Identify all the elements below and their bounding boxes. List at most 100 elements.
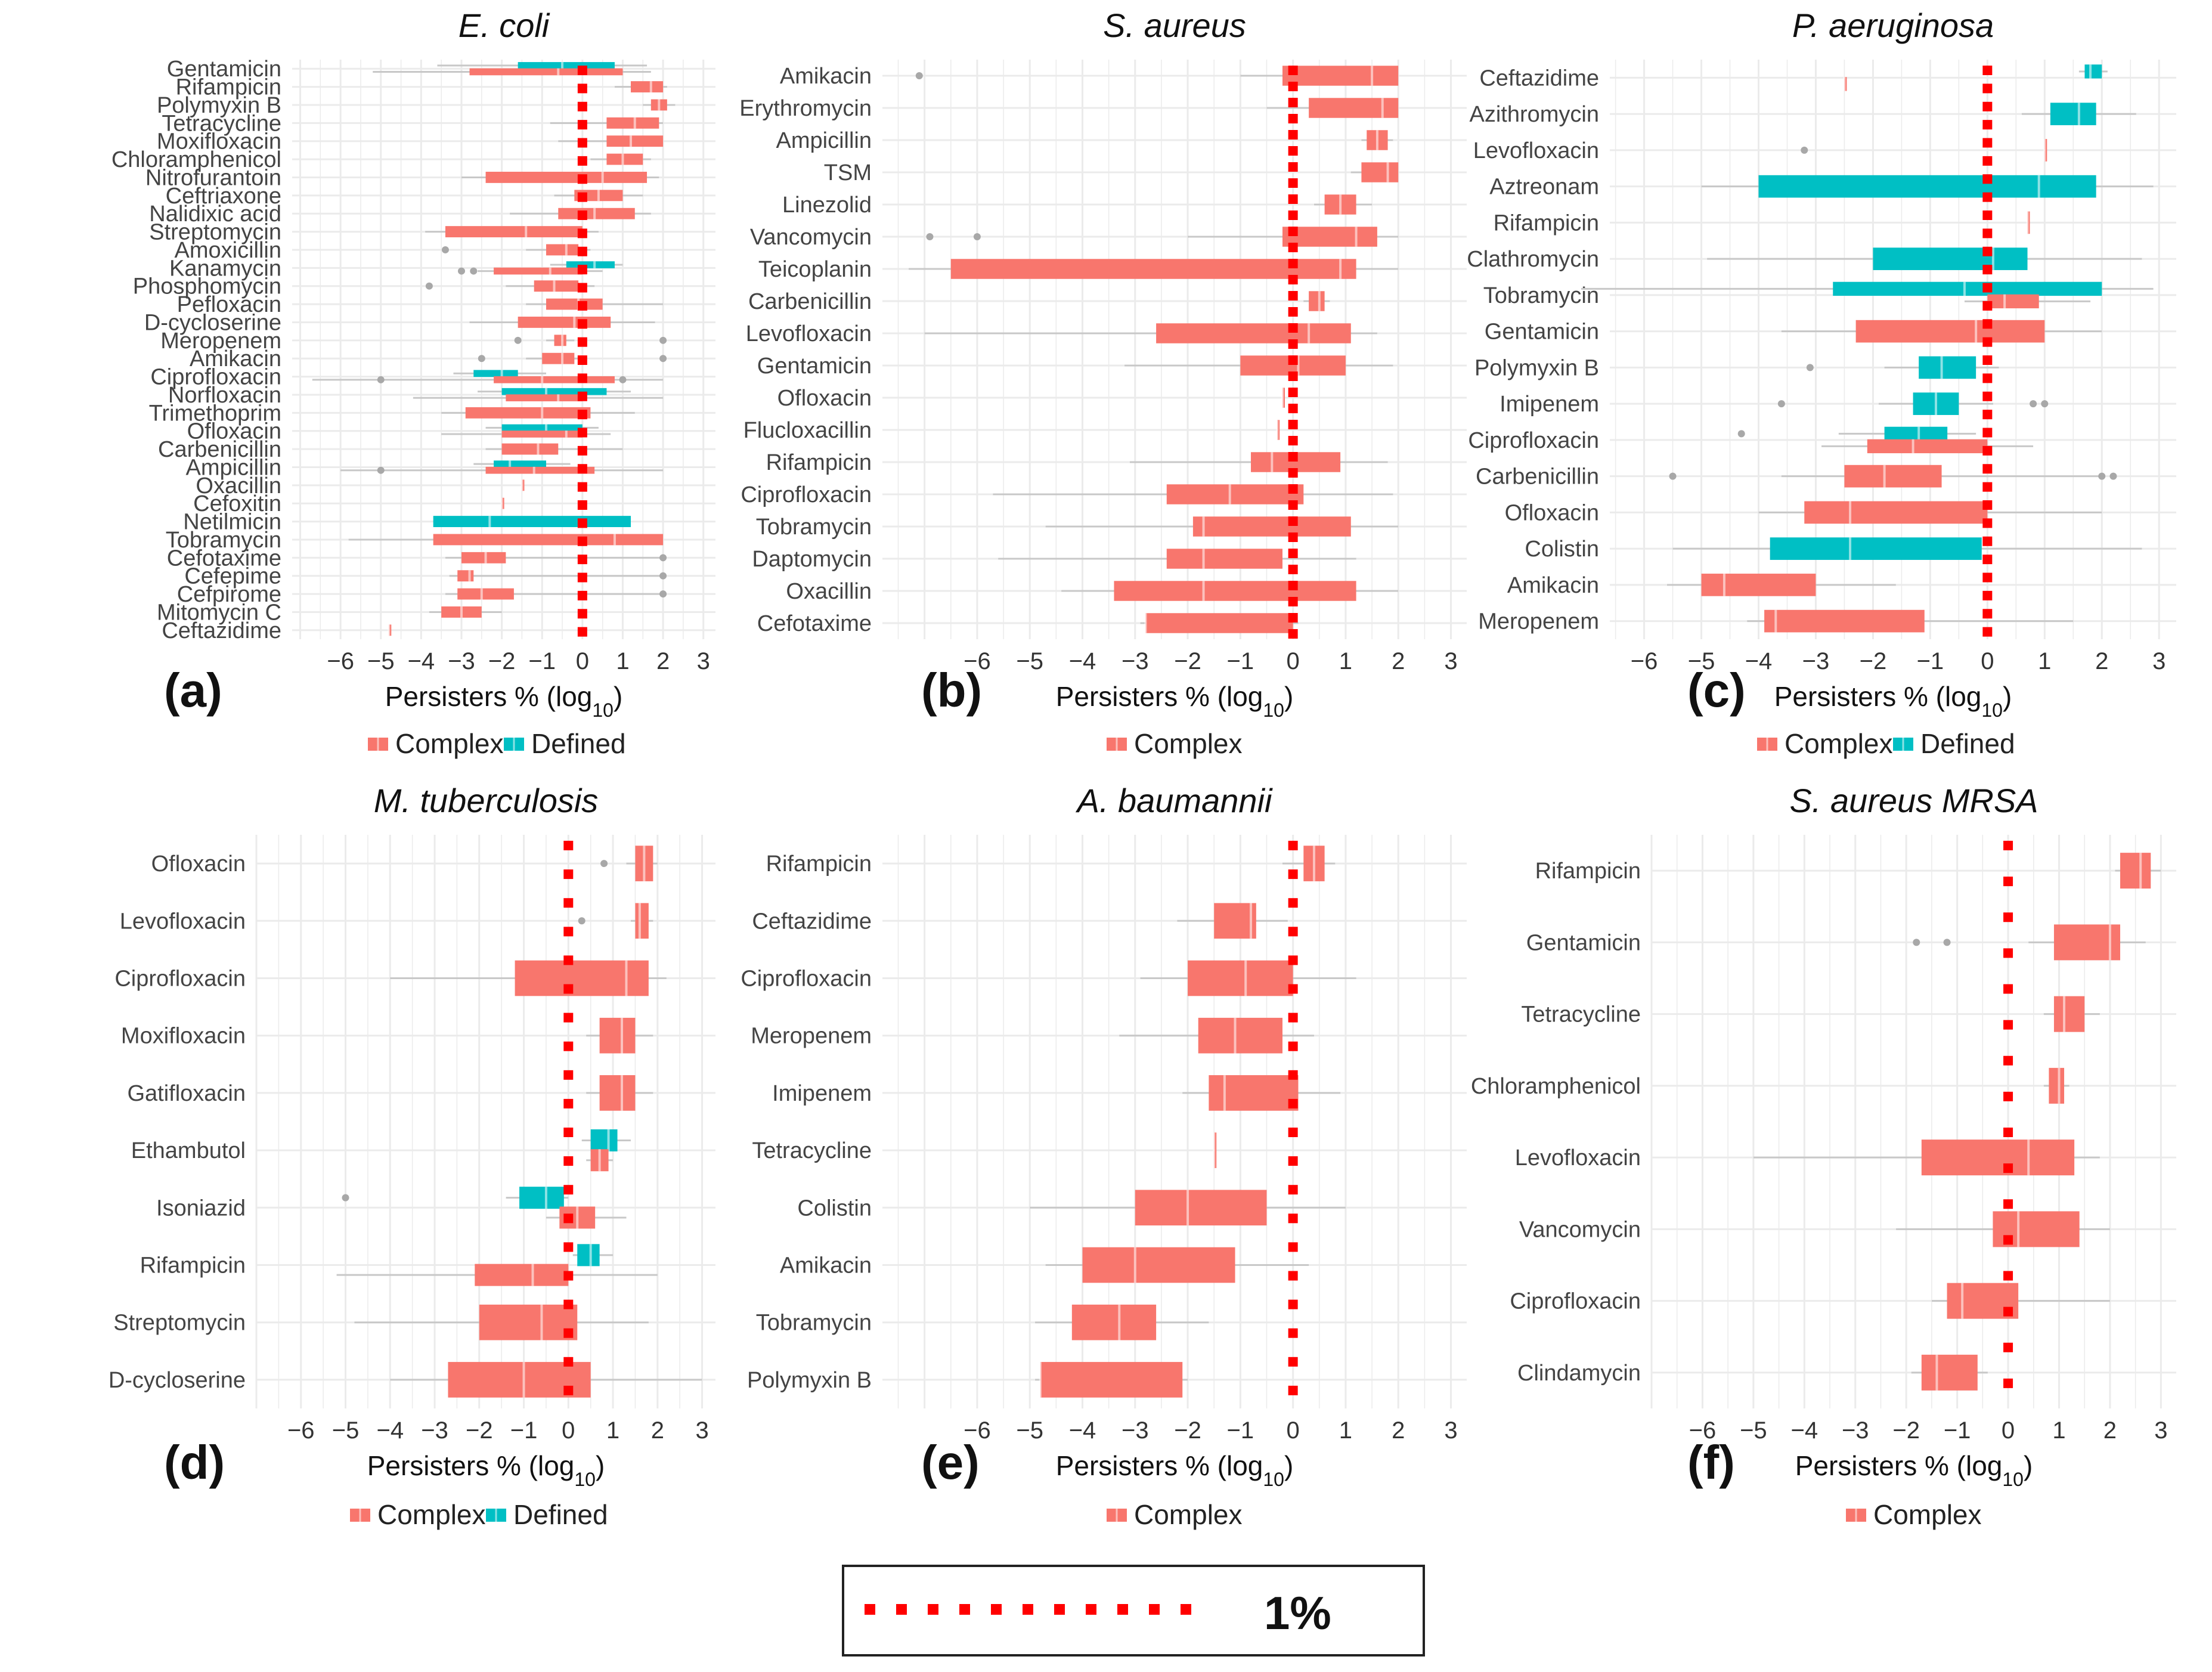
category-label: Ceftazidime: [752, 909, 872, 934]
panel-c-x-ticks: −6 −5 −4 −3 −2 −1 0 1 2 3: [1631, 648, 2166, 674]
category-label: Azithromycin: [1470, 102, 1600, 127]
category-label: Ofloxacin: [151, 852, 246, 877]
threshold-dot: [577, 500, 587, 510]
outlier-point: [377, 376, 385, 383]
box-iqr: [1282, 227, 1377, 247]
threshold-dot: [1288, 1357, 1298, 1367]
tick-label: −6: [327, 648, 354, 674]
box-complex: [390, 1362, 702, 1398]
threshold-dot: [577, 410, 587, 420]
category-label: Ciprofloxacin: [741, 967, 872, 992]
threshold-dot: [1288, 1271, 1298, 1281]
threshold-dot: [1982, 391, 1993, 401]
x-axis-title-subscript: 10: [574, 1469, 596, 1490]
box-complex: [1753, 1140, 2100, 1176]
x-axis-title: Persisters % (log10): [367, 1450, 605, 1490]
threshold-dot: [1982, 572, 1993, 583]
box-complex: [1931, 1283, 2110, 1319]
category-label: Levofloxacin: [1515, 1145, 1641, 1171]
box-iqr: [635, 903, 649, 939]
threshold-dot: [1982, 319, 1993, 329]
x-axis-title-close: ): [2024, 1450, 2033, 1481]
threshold-dot: [577, 572, 587, 583]
box-iqr: [1166, 484, 1304, 504]
tick-label: −1: [510, 1417, 538, 1444]
box-complex: [1129, 452, 1388, 472]
box-complex: [485, 443, 623, 455]
category-label: Ofloxacin: [187, 419, 281, 444]
category-label: Streptomycin: [113, 1311, 246, 1336]
box-complex: [390, 960, 667, 996]
tick-label: 0: [1287, 648, 1300, 674]
box-complex: [2026, 211, 2030, 234]
outlier-point: [915, 72, 923, 79]
box-iqr: [590, 1129, 618, 1151]
legend-label-complex: Complex: [395, 728, 504, 759]
threshold-dot: [2003, 1091, 2013, 1101]
legend-label-complex: Complex: [1134, 728, 1243, 759]
tick-label: −6: [964, 648, 991, 674]
category-label: Amikacin: [1507, 573, 1599, 598]
threshold-dot: [577, 428, 587, 438]
threshold-dot: [577, 482, 587, 492]
box-complex: [1030, 1190, 1346, 1226]
box-defined: [1777, 392, 2049, 415]
threshold-dot: [563, 1299, 574, 1309]
threshold-dot: [1288, 66, 1298, 75]
outlier-point: [600, 860, 608, 868]
threshold-dot: [1982, 156, 1993, 166]
box-iqr: [566, 261, 615, 268]
threshold-dot: [577, 210, 587, 220]
tick-label: 1: [606, 1417, 619, 1444]
threshold-dot: [2003, 1235, 2013, 1245]
x-axis-title: Persisters % (log10): [1795, 1450, 2033, 1490]
category-label: D-cycloserine: [144, 310, 281, 335]
tick-label: −6: [1631, 648, 1658, 674]
threshold-dot: [1288, 565, 1298, 574]
box-complex: [1119, 1017, 1314, 1054]
threshold-dot: [577, 156, 587, 166]
tick-label: −3: [1122, 1417, 1149, 1444]
threshold-dot: [1288, 1098, 1298, 1109]
box-iqr: [1145, 613, 1293, 633]
category-label: Rifampicin: [1535, 859, 1641, 884]
category-label: Flucloxacillin: [743, 418, 872, 443]
box-iqr: [501, 388, 607, 395]
threshold-dot: [563, 1242, 574, 1252]
outlier-point: [578, 917, 585, 925]
threshold-dot: [1982, 246, 1993, 256]
threshold-dot: [1982, 410, 1993, 420]
box-iqr: [1701, 574, 1816, 596]
threshold-dot: [577, 246, 587, 256]
box-complex: [521, 479, 525, 491]
box-defined: [478, 388, 631, 395]
box-iqr: [1192, 516, 1351, 537]
panel-letter: (f): [1687, 1436, 1735, 1489]
box-complex: [2115, 853, 2161, 889]
outlier-point: [441, 246, 449, 253]
tick-label: −5: [367, 648, 395, 674]
threshold-dot: [2003, 948, 2013, 958]
threshold-legend-dot: [959, 1604, 970, 1615]
category-label: Tetracycline: [1521, 1002, 1641, 1027]
x-axis-title-close: ): [1284, 1450, 1293, 1481]
category-label: Gentamicin: [167, 57, 281, 82]
category-label: Ceftazidime: [1479, 66, 1599, 91]
category-label: Streptomycin: [149, 220, 281, 245]
tick-label: −3: [1122, 648, 1149, 674]
panel-a-legend: Complex Defined: [368, 728, 626, 759]
category-label: Netilmicin: [183, 510, 281, 535]
panel-b-one-percent-line: [1288, 66, 1298, 639]
box-defined: [2078, 64, 2108, 79]
box-iqr: [433, 534, 664, 546]
box-iqr: [1309, 98, 1399, 118]
category-label: Ceftazidime: [162, 618, 281, 643]
box-defined: [485, 424, 599, 432]
legend-label-complex: Complex: [1873, 1499, 1982, 1530]
category-label: Rifampicin: [766, 852, 872, 877]
outlier-point: [342, 1194, 349, 1202]
box-defined: [433, 516, 631, 527]
threshold-dot: [577, 66, 587, 75]
outlier-point: [2109, 472, 2117, 480]
threshold-dot: [563, 1070, 574, 1080]
